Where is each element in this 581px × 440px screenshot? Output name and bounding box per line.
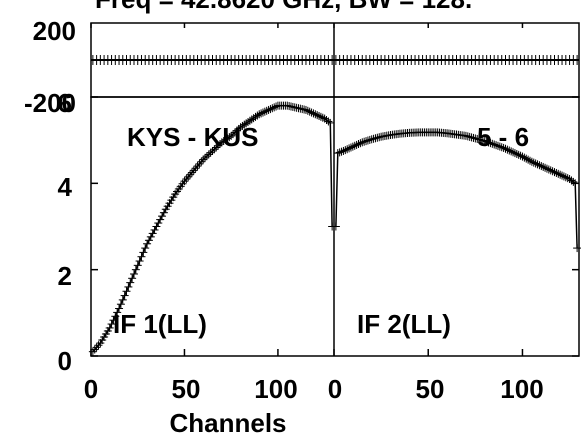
if-label-2: IF 2(LL) xyxy=(357,309,451,339)
x-tick-label-p2-100: 100 xyxy=(500,374,543,404)
chart-title: Freq = 42.8620 GHz, BW = 128. xyxy=(95,0,472,14)
x-axis-labels: 0 50 100 0 50 100 Channels xyxy=(84,374,544,438)
amp-line-p2 xyxy=(335,131,578,249)
amp-tick-label-0: 0 xyxy=(58,346,72,376)
x-tick-label-p1-100: 100 xyxy=(254,374,297,404)
x-tick-label-p2-50: 50 xyxy=(416,374,445,404)
if-label-1: IF 1(LL) xyxy=(113,309,207,339)
phase-tick-label-top: 200 xyxy=(33,16,76,46)
amp-axis-labels: 6 4 2 0 xyxy=(58,88,73,376)
amp-tick-label-6: 6 xyxy=(58,88,72,118)
amp-tick-label-2: 2 xyxy=(58,261,72,291)
amplitude-frame xyxy=(90,96,580,357)
x-tick-label-p1-0: 0 xyxy=(84,374,98,404)
phase-tick-label-bottom: -200 xyxy=(24,88,76,118)
x-axis-title: Channels xyxy=(169,408,286,438)
chart-marks xyxy=(88,22,581,357)
panel-annotations: KYS - KUS 5 - 6 IF 1(LL) IF 2(LL) xyxy=(113,122,529,339)
amp-tick-label-4: 4 xyxy=(58,172,73,202)
x-tick-label-p1-50: 50 xyxy=(172,374,201,404)
phase-axis-labels: 200 -200 xyxy=(24,16,76,118)
x-tick-label-p2-0: 0 xyxy=(328,374,342,404)
